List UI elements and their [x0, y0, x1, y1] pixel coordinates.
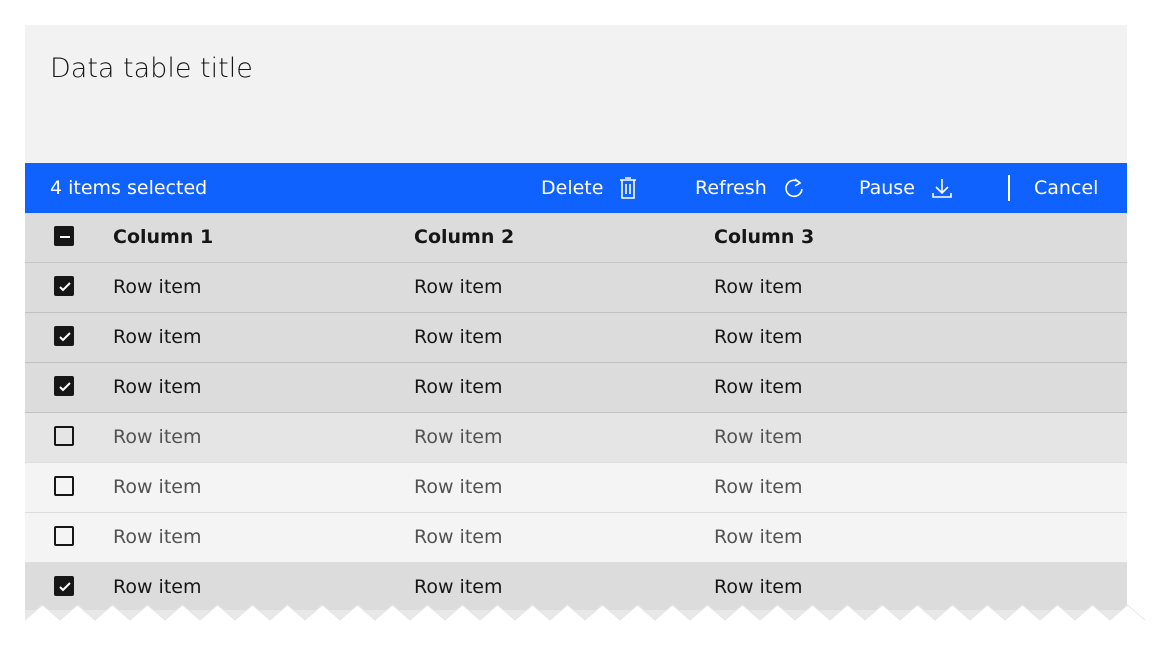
table-cell: Row item	[113, 526, 202, 548]
table-row[interactable]: Row item Row item Row item	[25, 463, 1127, 513]
table-cell: Row item	[414, 276, 503, 298]
table-row[interactable]: Row item Row item Row item	[25, 313, 1127, 363]
checkmark-icon	[59, 332, 71, 342]
torn-edge	[24, 604, 1146, 648]
table-cell: Row item	[714, 326, 803, 348]
table-cell: Row item	[414, 576, 503, 598]
minus-icon	[60, 236, 70, 238]
table-header-row: Column 1 Column 2 Column 3	[25, 213, 1127, 263]
table-cell: Row item	[714, 276, 803, 298]
column-header[interactable]: Column 2	[414, 226, 515, 248]
pause-button[interactable]: Pause	[859, 177, 953, 199]
pause-label: Pause	[859, 177, 915, 199]
table-cell: Row item	[113, 276, 202, 298]
table-row[interactable]: Row item Row item Row item	[25, 263, 1127, 313]
table-cell: Row item	[714, 526, 803, 548]
delete-label: Delete	[541, 177, 604, 199]
refresh-button[interactable]: Refresh	[695, 177, 805, 199]
cancel-button[interactable]: Cancel	[1034, 177, 1098, 199]
trash-icon	[620, 177, 637, 199]
table-cell: Row item	[714, 376, 803, 398]
row-checkbox[interactable]	[54, 576, 74, 596]
table-cell: Row item	[113, 426, 202, 448]
table-cell: Row item	[113, 476, 202, 498]
select-all-checkbox[interactable]	[54, 226, 74, 246]
checkmark-icon	[59, 282, 71, 292]
row-checkbox[interactable]	[54, 276, 74, 296]
table-header: Data table title	[25, 25, 1127, 163]
table-title: Data table title	[50, 53, 253, 84]
row-checkbox[interactable]	[54, 526, 74, 546]
table-cell: Row item	[113, 326, 202, 348]
table-cell: Row item	[414, 476, 503, 498]
row-checkbox[interactable]	[54, 426, 74, 446]
table-cell: Row item	[414, 526, 503, 548]
download-icon	[932, 179, 952, 198]
column-header[interactable]: Column 3	[714, 226, 815, 248]
checkmark-icon	[59, 582, 71, 592]
table-row[interactable]: Row item Row item Row item	[25, 363, 1127, 413]
divider	[1008, 175, 1010, 201]
row-checkbox[interactable]	[54, 376, 74, 396]
data-table: Data table title 4 items selected Delete…	[25, 25, 1127, 613]
table-row[interactable]: Row item Row item Row item	[25, 413, 1127, 463]
checkmark-icon	[59, 382, 71, 392]
table-cell: Row item	[414, 376, 503, 398]
refresh-label: Refresh	[695, 177, 767, 199]
table-cell: Row item	[113, 376, 202, 398]
table-cell: Row item	[414, 326, 503, 348]
table-cell: Row item	[714, 576, 803, 598]
selected-count: 4 items selected	[50, 177, 208, 199]
row-checkbox[interactable]	[54, 476, 74, 496]
batch-actions-bar: 4 items selected Delete Refresh Pause Ca…	[25, 163, 1127, 213]
row-checkbox[interactable]	[54, 326, 74, 346]
delete-button[interactable]: Delete	[541, 177, 637, 199]
cancel-label: Cancel	[1034, 177, 1099, 199]
refresh-icon	[785, 178, 803, 198]
table-cell: Row item	[113, 576, 202, 598]
column-header[interactable]: Column 1	[113, 226, 214, 248]
table-row[interactable]: Row item Row item Row item	[25, 513, 1127, 563]
table-cell: Row item	[714, 476, 803, 498]
table-cell: Row item	[714, 426, 803, 448]
table-row[interactable]: Row item Row item Row item	[25, 563, 1127, 613]
table-cell: Row item	[414, 426, 503, 448]
